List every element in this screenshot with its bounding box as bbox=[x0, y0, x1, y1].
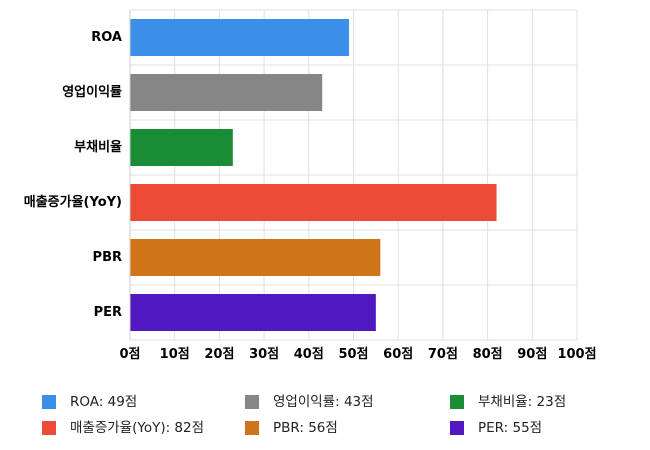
legend-swatch-2 bbox=[450, 395, 464, 409]
category-label-2: 부채비율 bbox=[74, 139, 122, 155]
bar-1 bbox=[130, 74, 323, 111]
category-label-1: 영업이익률 bbox=[62, 84, 122, 100]
bar-3 bbox=[130, 184, 497, 221]
x-tick-label-4: 40점 bbox=[294, 347, 324, 362]
legend-swatch-0 bbox=[42, 395, 56, 409]
x-tick-label-7: 70점 bbox=[428, 347, 458, 362]
legend-swatch-1 bbox=[245, 395, 259, 409]
legend-label-4: PBR: 56점 bbox=[273, 420, 338, 436]
x-tick-label-5: 50점 bbox=[338, 347, 368, 362]
x-tick-label-9: 90점 bbox=[517, 347, 547, 362]
legend-label-2: 부채비율: 23점 bbox=[478, 394, 566, 410]
x-tick-label-6: 60점 bbox=[383, 347, 413, 362]
x-tick-label-2: 20점 bbox=[204, 347, 234, 362]
x-tick-label-10: 100점 bbox=[557, 347, 596, 362]
category-label-0: ROA bbox=[91, 30, 122, 45]
grid bbox=[129, 9, 578, 341]
x-tick-labels: 0점 10점 20점 30점 40점 50점 60점 70점 80점 90점 100점 bbox=[119, 347, 596, 362]
bar-5 bbox=[130, 294, 376, 331]
x-tick-label-1: 10점 bbox=[160, 347, 190, 362]
legend-label-5: PER: 55점 bbox=[478, 420, 542, 436]
x-tick-label-3: 30점 bbox=[249, 347, 279, 362]
x-tick-label-0: 0점 bbox=[119, 347, 140, 362]
legend-label-0: ROA: 49점 bbox=[70, 394, 137, 410]
legend-label-3: 매출증가율(YoY): 82점 bbox=[70, 420, 204, 436]
bar-2 bbox=[130, 129, 233, 166]
bar-0 bbox=[130, 19, 350, 56]
category-label-3: 매출증가율(YoY) bbox=[24, 194, 122, 210]
category-label-5: PER bbox=[94, 305, 122, 320]
category-label-4: PBR bbox=[93, 250, 122, 265]
x-tick-label-8: 80점 bbox=[473, 347, 503, 362]
legend-swatch-4 bbox=[245, 421, 259, 435]
legend-label-1: 영업이익률: 43점 bbox=[273, 394, 374, 410]
legend-swatch-5 bbox=[450, 421, 464, 435]
legend-swatch-3 bbox=[42, 421, 56, 435]
bar-4 bbox=[130, 239, 381, 276]
